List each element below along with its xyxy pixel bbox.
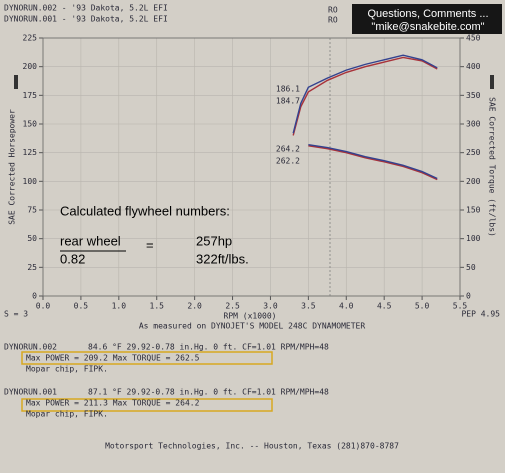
y2-tick-label: 300 (466, 120, 481, 129)
run-header: DYNORUN.001 - '93 Dakota, 5.2L EFI (4, 15, 168, 24)
x-tick-label: 3.5 (301, 302, 316, 311)
y-tick-label: 0 (32, 292, 37, 301)
y-tick-label: 150 (23, 120, 38, 129)
run-notes: Mopar chip, FIPK. (26, 410, 108, 419)
curve (308, 145, 438, 181)
series-label: 184.7 (276, 97, 300, 106)
x-axis-title: RPM (x1000) (224, 312, 277, 321)
annotation: S = 3 (4, 310, 28, 319)
contact: "mike@snakebite.com" (371, 21, 484, 33)
x-tick-label: 0.5 (74, 302, 89, 311)
annotation: = (146, 237, 154, 252)
run-conditions: 87.1 °F 29.92-0.78 in.Hg. 0 ft. CF=1.01 … (88, 388, 329, 397)
run-notes: Mopar chip, FIPK. (26, 365, 108, 374)
annotation: rear wheel (60, 233, 121, 248)
run-header: DYNORUN.002 - '93 Dakota, 5.2L EFI (4, 4, 168, 13)
y2-tick-label: 250 (466, 148, 481, 157)
contact-box (352, 4, 502, 34)
plot-frame (42, 37, 461, 297)
y2-tick-label: 0 (466, 292, 471, 301)
series-label: 264.2 (276, 145, 300, 154)
series-label: 262.2 (276, 157, 300, 166)
y2-tick-label: 50 (466, 263, 476, 272)
x-tick-label: 4.0 (339, 302, 354, 311)
y2-tick-label: 200 (466, 177, 481, 186)
curve (308, 143, 438, 180)
annotation: 257hp (196, 233, 232, 248)
annotation: 0.82 (60, 251, 85, 266)
run-max: Max POWER = 209.2 Max TORQUE = 262.5 (26, 354, 200, 363)
y-tick-label: 50 (27, 234, 37, 243)
run-id: DYNORUN.001 (4, 388, 57, 397)
y2-axis-title: SAE Corrected Torque (ft/lbs) (488, 97, 497, 237)
run-max: Max POWER = 211.3 Max TORQUE = 264.2 (26, 399, 200, 408)
y2-tick-label: 150 (466, 206, 481, 215)
annotation: PEP 4.95 (461, 310, 500, 319)
marker (14, 75, 18, 89)
y2-tick-label: 100 (466, 234, 481, 243)
x-tick-label: 1.5 (150, 302, 165, 311)
annotation: Calculated flywheel numbers: (60, 203, 230, 218)
run-id: DYNORUN.002 (4, 343, 57, 352)
y2-tick-label: 400 (466, 62, 481, 71)
y2-tick-label: 450 (466, 34, 481, 43)
x-tick-label: 3.0 (263, 302, 278, 311)
x-tick-label: 2.5 (225, 302, 240, 311)
y2-tick-label: 350 (466, 91, 481, 100)
x-tick-label: 0.0 (36, 302, 51, 311)
curve (292, 56, 438, 136)
contact: Questions, Comments ... (367, 8, 488, 20)
y-tick-label: 75 (27, 206, 37, 215)
series-label: 186.1 (276, 85, 300, 94)
y-tick-label: 100 (23, 177, 38, 186)
curve (292, 54, 438, 134)
x-tick-label: 5.0 (415, 302, 430, 311)
x-tick-label: 5.5 (453, 302, 468, 311)
y-tick-label: 25 (27, 263, 37, 272)
footer: Motorsport Technologies, Inc. -- Houston… (105, 442, 399, 451)
annotation: As measured on DYNOJET'S MODEL 248C DYNA… (139, 322, 366, 331)
run-tag: RO (328, 6, 338, 15)
marker (490, 75, 494, 89)
y-tick-label: 125 (23, 148, 38, 157)
x-tick-label: 4.5 (377, 302, 392, 311)
highlight-box (21, 398, 273, 412)
x-tick-label: 1.0 (112, 302, 127, 311)
run-tag: RO (328, 16, 338, 25)
y-tick-label: 225 (23, 34, 38, 43)
y-tick-label: 200 (23, 62, 38, 71)
highlight-box (21, 351, 273, 365)
x-tick-label: 2.0 (187, 302, 202, 311)
y-axis-title: SAE Corrected Horsepower (8, 109, 17, 225)
run-conditions: 84.6 °F 29.92-0.78 in.Hg. 0 ft. CF=1.01 … (88, 343, 329, 352)
annotation: 322ft/lbs. (196, 251, 249, 266)
y-tick-label: 175 (23, 91, 38, 100)
